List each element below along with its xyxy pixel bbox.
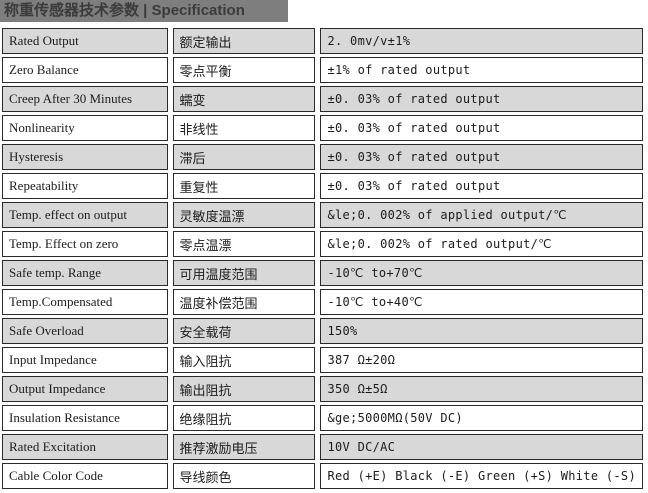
- param-name-en: Rated Output: [2, 28, 168, 54]
- param-value: -10℃ to+70℃: [320, 260, 643, 286]
- param-name-en: Temp. effect on output: [2, 202, 168, 228]
- param-name-en: Insulation Resistance: [2, 405, 168, 431]
- table-row: Rated Output 额定输出 2. 0mv/v±1%: [2, 28, 643, 54]
- param-name-zh: 安全载荷: [172, 318, 316, 344]
- param-name-en: Output Impedance: [2, 376, 168, 402]
- param-value: 350 Ω±5Ω: [320, 376, 643, 402]
- param-name-zh: 重复性: [172, 173, 316, 199]
- param-value: ±0. 03% of rated output: [320, 144, 643, 170]
- table-row: Temp. Effect on zero 零点温漂 &le;0. 002% of r…: [2, 231, 643, 257]
- table-row: Temp.Compensated 温度补偿范围 -10℃ to+40℃: [2, 289, 643, 315]
- param-value: 10V DC/AC: [320, 434, 643, 460]
- table-row: Insulation Resistance 绝缘阻抗 &ge;5000MΩ(50V …: [2, 405, 643, 431]
- param-name-zh: 零点平衡: [172, 57, 316, 83]
- table-row: Output Impedance 输出阻抗 350 Ω±5Ω: [2, 376, 643, 402]
- param-value: -10℃ to+40℃: [320, 289, 643, 315]
- table-row: Zero Balance 零点平衡 ±1% of rated output: [2, 57, 643, 83]
- table-row: Safe Overload 安全载荷 150%: [2, 318, 643, 344]
- param-value: &ge;5000MΩ(50V DC): [320, 405, 643, 431]
- spec-table: Rated Output 额定输出 2. 0mv/v±1% Zero Balance 零…: [0, 25, 648, 492]
- param-value: ±0. 03% of rated output: [320, 173, 643, 199]
- table-row: Nonlinearity 非线性 ±0. 03% of rated output: [2, 115, 643, 141]
- param-name-zh: 滞后: [172, 144, 316, 170]
- param-name-zh: 温度补偿范围: [172, 289, 316, 315]
- param-name-en: Temp. Effect on zero: [2, 231, 168, 257]
- param-value: 387 Ω±20Ω: [320, 347, 643, 373]
- param-name-zh: 可用温度范围: [172, 260, 316, 286]
- param-name-en: Repeatability: [2, 173, 168, 199]
- param-name-en: Creep After 30 Minutes: [2, 86, 168, 112]
- spec-table-body: Rated Output 额定输出 2. 0mv/v±1% Zero Balance 零…: [2, 28, 643, 489]
- param-value: 150%: [320, 318, 643, 344]
- param-name-zh: 输出阻抗: [172, 376, 316, 402]
- table-row: Creep After 30 Minutes 蠕变 ±0. 03% of rated…: [2, 86, 643, 112]
- param-name-zh: 绝缘阻抗: [172, 405, 316, 431]
- param-name-zh: 灵敏度温漂: [172, 202, 316, 228]
- param-name-en: Input Impedance: [2, 347, 168, 373]
- param-value: Red (+E) Black (-E) Green (+S) White (-S…: [320, 463, 643, 489]
- param-name-zh: 零点温漂: [172, 231, 316, 257]
- param-name-en: Zero Balance: [2, 57, 168, 83]
- table-row: Rated Excitation 推荐激励电压 10V DC/AC: [2, 434, 643, 460]
- section-title-bar: 称重传感器技术参数 | Specification: [0, 0, 288, 22]
- param-value: &le;0. 002% of applied output/℃: [320, 202, 643, 228]
- param-name-zh: 额定输出: [172, 28, 316, 54]
- param-name-en: Hysteresis: [2, 144, 168, 170]
- param-name-zh: 导线颜色: [172, 463, 316, 489]
- param-name-en: Nonlinearity: [2, 115, 168, 141]
- table-row: Repeatability 重复性 ±0. 03% of rated output: [2, 173, 643, 199]
- table-row: Hysteresis 滞后 ±0. 03% of rated output: [2, 144, 643, 170]
- param-name-en: Safe temp. Range: [2, 260, 168, 286]
- param-value: ±0. 03% of rated output: [320, 115, 643, 141]
- param-name-zh: 推荐激励电压: [172, 434, 316, 460]
- param-name-zh: 蠕变: [172, 86, 316, 112]
- param-value: 2. 0mv/v±1%: [320, 28, 643, 54]
- param-value: ±0. 03% of rated output: [320, 86, 643, 112]
- param-value: &le;0. 002% of rated output/℃: [320, 231, 643, 257]
- table-row: Temp. effect on output 灵敏度温漂 &le;0. 002% o…: [2, 202, 643, 228]
- param-value: ±1% of rated output: [320, 57, 643, 83]
- param-name-en: Safe Overload: [2, 318, 168, 344]
- section-title: 称重传感器技术参数 | Specification: [4, 2, 245, 19]
- table-row: Cable Color Code 导线颜色 Red (+E) Black (-E) …: [2, 463, 643, 489]
- table-row: Safe temp. Range 可用温度范围 -10℃ to+70℃: [2, 260, 643, 286]
- param-name-en: Rated Excitation: [2, 434, 168, 460]
- table-row: Input Impedance 输入阻抗 387 Ω±20Ω: [2, 347, 643, 373]
- param-name-zh: 输入阻抗: [172, 347, 316, 373]
- param-name-en: Cable Color Code: [2, 463, 168, 489]
- param-name-zh: 非线性: [172, 115, 316, 141]
- param-name-en: Temp.Compensated: [2, 289, 168, 315]
